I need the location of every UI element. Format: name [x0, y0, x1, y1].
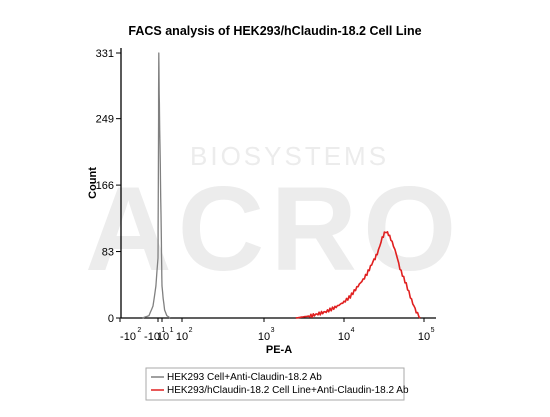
x-tick-exponent: 1 [170, 327, 174, 334]
legend-entry-label: HEK293 Cell+Anti-Claudin-18.2 Ab [167, 372, 322, 383]
histogram-series-1 [142, 52, 171, 319]
x-tick-label: 10 [338, 331, 350, 343]
chart-title: FACS analysis of HEK293/hClaudin-18.2 Ce… [128, 24, 421, 38]
x-tick-label: 10 [258, 331, 270, 343]
x-tick-label: -10 [144, 331, 160, 343]
x-tick-exponent: 5 [431, 327, 435, 334]
svg-text:ACRO: ACRO [85, 162, 462, 296]
x-tick-label: -10 [120, 331, 136, 343]
y-tick-label: 0 [108, 313, 114, 325]
y-tick-label: 83 [102, 247, 114, 259]
plot-area [120, 48, 436, 319]
y-tick-label: 331 [96, 48, 114, 60]
x-tick-exponent: 2 [189, 327, 193, 334]
legend-entry-label: HEK293/hClaudin-18.2 Cell Line+Anti-Clau… [167, 385, 409, 396]
watermark-logo: BIOSYSTEMS ACRO [85, 141, 462, 296]
x-tick-label: 10 [418, 331, 430, 343]
y-tick-label: 249 [96, 114, 114, 126]
x-tick-exponent: 3 [271, 327, 275, 334]
svg-text:BIOSYSTEMS: BIOSYSTEMS [190, 141, 389, 171]
x-tick-label: 10 [176, 331, 188, 343]
histogram-series-2 [295, 231, 421, 319]
legend: HEK293 Cell+Anti-Claudin-18.2 Ab HEK293/h… [145, 367, 409, 401]
y-axis-label: Count [87, 167, 99, 199]
y-tick-label: 166 [96, 180, 114, 192]
x-axis-label: PE-A [266, 344, 292, 356]
x-tick-exponent: 1 [161, 327, 165, 334]
y-axis-ticks: 0 83 166 249 331 [96, 48, 121, 325]
legend-box [145, 367, 405, 401]
x-tick-label: 10 [157, 331, 169, 343]
series-layer [142, 52, 421, 319]
x-tick-exponent: 4 [351, 327, 355, 334]
x-tick-exponent: 2 [137, 327, 141, 334]
